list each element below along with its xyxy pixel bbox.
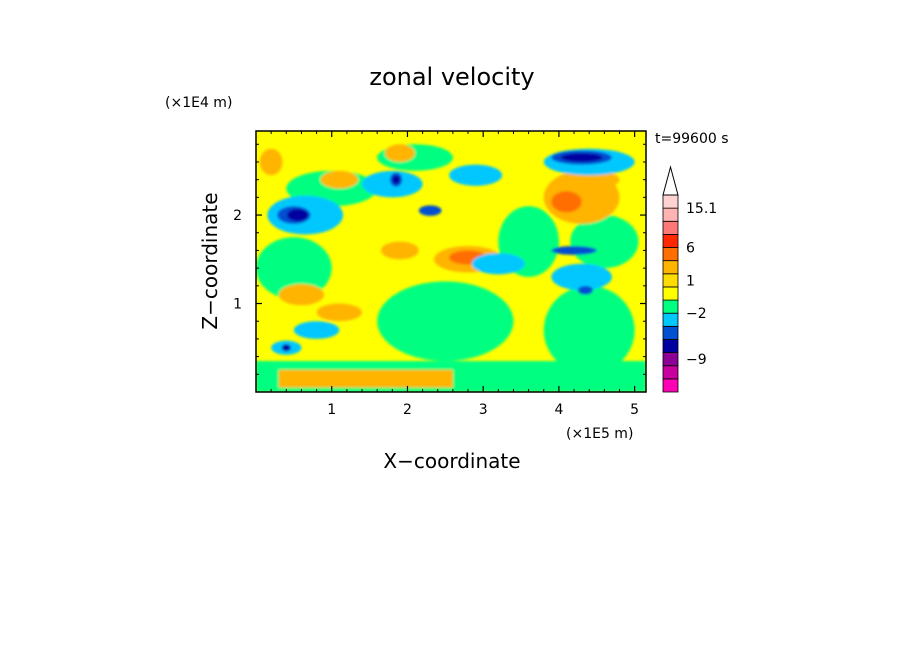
- x-tick-label: 2: [403, 402, 412, 418]
- colorbar-level: [662, 194, 679, 209]
- field-blob-23: [551, 263, 612, 291]
- field-blob-37: [392, 175, 400, 185]
- colorbar-level: [662, 365, 679, 380]
- field-blob-22: [471, 253, 525, 275]
- colorbar-level: [662, 233, 679, 248]
- colorbar: 15.1 6 1 −2 −9: [662, 165, 717, 393]
- colorbar-level: [662, 378, 679, 393]
- x-tick-label: 5: [630, 402, 639, 418]
- field-blob-3: [256, 237, 332, 300]
- x-tick-label: 3: [479, 402, 488, 418]
- field-blob-35: [560, 153, 603, 162]
- y-axis-ticks: 12: [233, 143, 646, 375]
- colorbar-level: [662, 220, 679, 235]
- colorbar-level: [662, 273, 679, 288]
- time-label: t=99600 s: [655, 131, 729, 147]
- velocity-field: [256, 131, 646, 392]
- y-axis-unit: (×1E4 m): [165, 95, 232, 111]
- x-axis-title: X−coordinate: [383, 449, 520, 473]
- field-blob-15: [259, 148, 283, 176]
- field-blob-7: [570, 215, 639, 269]
- colorbar-tick-label: 1: [686, 273, 695, 289]
- x-axis-ticks: 1 2 3 4 5: [270, 131, 639, 418]
- field-blob-26: [449, 164, 503, 186]
- field-blob-36: [281, 344, 291, 352]
- colorbar-tick-label: 15.1: [686, 201, 717, 217]
- field-blob-4: [543, 285, 635, 375]
- field-blob-31: [577, 285, 593, 295]
- y-axis-title: Z−coordinate: [198, 192, 222, 329]
- chart-title: zonal velocity: [369, 63, 534, 91]
- field-blob-14: [320, 170, 359, 189]
- colorbar-level: [662, 286, 679, 301]
- colorbar-level: [662, 325, 679, 340]
- field-blob-17: [384, 144, 416, 162]
- field-blob-18: [316, 303, 363, 322]
- colorbar-level: [662, 247, 679, 262]
- field-band-1: [278, 369, 453, 388]
- y-tick-label: 1: [233, 297, 242, 313]
- field-blob-19: [574, 170, 620, 189]
- x-tick-label: 1: [327, 402, 336, 418]
- colorbar-tick-label: −2: [686, 306, 707, 322]
- colorbar-upper-arrow: [662, 165, 679, 196]
- colorbar-tick-label: 6: [686, 241, 695, 257]
- field-blob-25: [293, 321, 340, 339]
- x-axis-unit: (×1E5 m): [566, 426, 633, 442]
- field-blob-16: [380, 241, 419, 260]
- field-blob-32: [551, 246, 597, 255]
- colorbar-level: [662, 207, 679, 222]
- plot-frame: [255, 130, 647, 393]
- field-blob-12: [551, 191, 582, 213]
- field-blob-33: [418, 205, 442, 216]
- colorbar-level: [662, 352, 679, 367]
- colorbar-level: [662, 260, 679, 275]
- colorbar-level: [662, 299, 679, 314]
- colorbar-level: [662, 312, 679, 327]
- field-blob-34: [287, 208, 309, 222]
- x-tick-label: 4: [554, 402, 563, 418]
- colorbar-tick-label: −9: [686, 352, 707, 368]
- field-blob-2: [377, 281, 514, 362]
- colorbar-level: [662, 339, 679, 354]
- y-tick-label: 2: [233, 208, 242, 224]
- field-blob-13: [278, 284, 325, 306]
